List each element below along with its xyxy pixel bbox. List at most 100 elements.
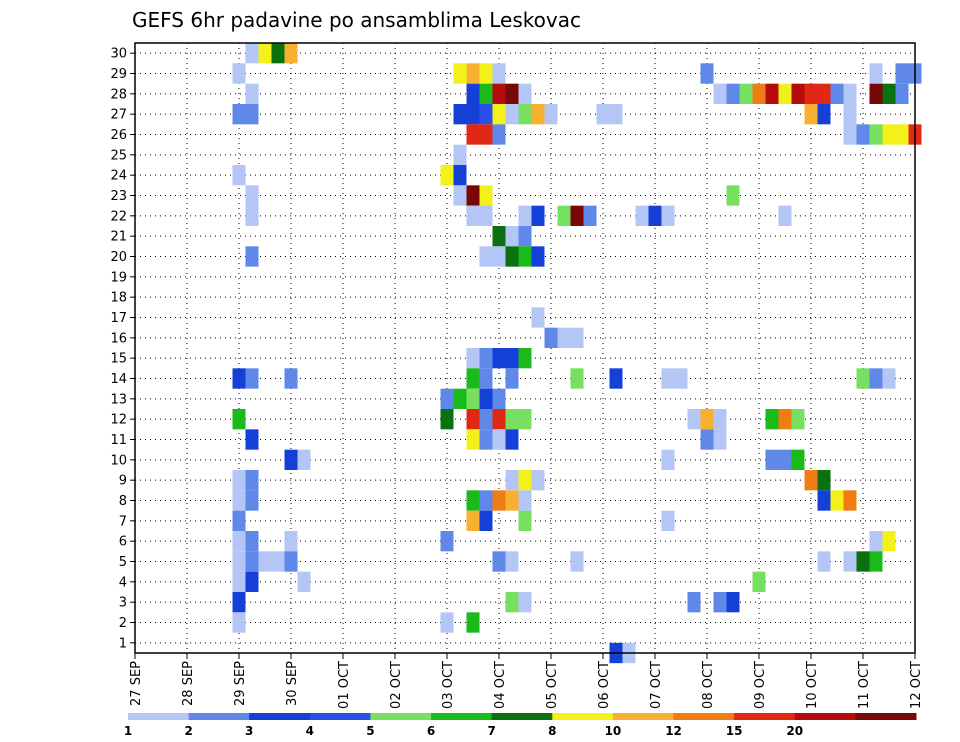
colorbar-label: 7	[488, 724, 496, 738]
y-tick-label: 27	[110, 108, 127, 123]
y-tick-label: 26	[110, 128, 127, 143]
precip-cell	[284, 449, 298, 470]
precip-cell	[778, 409, 792, 430]
precip-cell	[245, 104, 259, 125]
y-tick-label: 17	[110, 311, 127, 326]
precip-cell	[570, 368, 584, 389]
precip-cell	[453, 388, 467, 409]
y-tick-label: 22	[110, 209, 127, 224]
precip-cell	[713, 83, 727, 104]
precip-cell	[557, 205, 571, 226]
x-tick-label: 30 SEP	[285, 661, 300, 706]
precip-cell	[232, 612, 246, 633]
precip-cell	[232, 409, 246, 430]
colorbar-swatch	[309, 713, 371, 720]
x-tick-label: 08 OCT	[701, 661, 716, 709]
y-tick-label: 24	[110, 169, 127, 184]
precip-cell	[817, 490, 831, 511]
x-tick-label: 05 OCT	[545, 661, 560, 709]
precip-cell	[479, 63, 493, 84]
precip-cell	[570, 327, 584, 348]
precip-cell	[791, 83, 805, 104]
precip-cell	[232, 165, 246, 186]
precip-cell	[752, 83, 766, 104]
precip-cell	[544, 327, 558, 348]
y-axis-ticks: 1234567891011121314151617181920212223242…	[110, 47, 135, 651]
precip-cell	[505, 592, 519, 613]
precip-cell	[479, 429, 493, 450]
precip-cell	[843, 124, 857, 145]
colorbar-label: 10	[605, 724, 622, 738]
precip-cell	[843, 551, 857, 572]
colorbar-label: 4	[306, 724, 314, 738]
precip-cell	[245, 368, 259, 389]
precip-cell	[466, 348, 480, 369]
precip-cell	[505, 429, 519, 450]
precip-cell	[609, 368, 623, 389]
y-tick-label: 30	[110, 47, 127, 62]
colorbar-swatch	[431, 713, 493, 720]
precip-cell	[687, 592, 701, 613]
precip-cell	[479, 348, 493, 369]
precip-cell	[726, 83, 740, 104]
y-tick-label: 2	[119, 616, 127, 631]
precip-cell	[232, 510, 246, 531]
precip-cell	[271, 43, 285, 64]
precip-cell	[466, 83, 480, 104]
colorbar-swatch	[491, 713, 553, 720]
precip-cell	[492, 551, 506, 572]
precip-cell	[466, 185, 480, 206]
precip-cell	[245, 470, 259, 491]
precip-cell	[492, 490, 506, 511]
precip-cell	[739, 83, 753, 104]
precip-cell	[284, 531, 298, 552]
precip-cell	[726, 592, 740, 613]
y-tick-label: 23	[110, 189, 127, 204]
precip-cell	[232, 470, 246, 491]
precip-cell	[505, 226, 519, 247]
precip-cell	[492, 83, 506, 104]
precip-cell	[271, 551, 285, 572]
precip-cell	[232, 531, 246, 552]
precip-cell	[505, 551, 519, 572]
precip-cell	[856, 551, 870, 572]
y-tick-label: 19	[110, 270, 127, 285]
precip-cell	[687, 409, 701, 430]
precip-cell	[895, 124, 909, 145]
precip-cell	[869, 368, 883, 389]
precip-cell	[765, 409, 779, 430]
y-tick-label: 13	[110, 392, 127, 407]
precip-cell	[765, 449, 779, 470]
precip-cell	[505, 348, 519, 369]
precip-cell	[726, 185, 740, 206]
precip-cell	[505, 104, 519, 125]
precip-cell	[440, 409, 454, 430]
precip-cell	[700, 63, 714, 84]
precip-cell	[830, 83, 844, 104]
precip-cell	[232, 490, 246, 511]
precip-cell	[284, 43, 298, 64]
precip-cell	[518, 83, 532, 104]
precip-cell	[518, 104, 532, 125]
precip-cell	[544, 104, 558, 125]
precip-cell	[505, 368, 519, 389]
precip-cell	[843, 104, 857, 125]
precip-cell	[245, 429, 259, 450]
precip-cell	[466, 612, 480, 633]
precip-cell	[869, 63, 883, 84]
precip-cell	[284, 551, 298, 572]
precip-cell	[479, 185, 493, 206]
precip-cell	[518, 348, 532, 369]
precip-cell	[284, 368, 298, 389]
precip-cell	[531, 246, 545, 267]
precip-cell	[258, 551, 272, 572]
x-tick-label: 28 SEP	[181, 661, 196, 706]
precip-cell	[817, 551, 831, 572]
y-tick-label: 10	[110, 453, 127, 468]
precip-cell	[869, 531, 883, 552]
colorbar: 1 2 3 4 5 6 7 8 10 12 15 20	[124, 713, 917, 738]
x-tick-label: 11 OCT	[857, 661, 872, 709]
colorbar-label: 2	[184, 724, 192, 738]
precip-cell	[882, 124, 896, 145]
precip-cell	[232, 63, 246, 84]
